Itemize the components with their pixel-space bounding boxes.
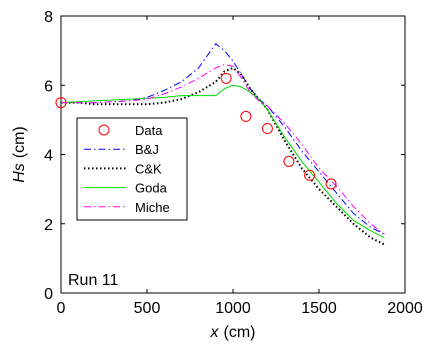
x-tick-label: 0 — [57, 300, 66, 317]
axis-ticks: 0 500 1000 1500 2000 0 2 4 6 8 — [44, 9, 423, 317]
y-axis-unit: (cm) — [11, 126, 28, 158]
legend-label: B&J — [135, 142, 159, 157]
x-axis-var: x — [210, 324, 220, 341]
legend-label: Goda — [135, 181, 168, 196]
series-lines — [60, 42, 385, 246]
data-point — [261, 123, 273, 135]
data-point — [325, 178, 337, 190]
legend-label: C&K — [135, 161, 162, 176]
legend: Data B&J C&K Goda Miche — [76, 117, 188, 221]
x-tick-label: 500 — [134, 300, 161, 317]
legend-box — [76, 117, 188, 221]
series-line-b-j — [61, 42, 385, 235]
y-tick-label: 4 — [44, 148, 53, 165]
data-point — [220, 72, 232, 84]
data-point — [283, 155, 295, 167]
series-line-miche — [61, 63, 385, 235]
legend-swatch — [98, 124, 110, 136]
y-axis-var: Hs — [11, 163, 28, 183]
data-point — [304, 169, 316, 181]
x-tick-label: 2000 — [387, 300, 423, 317]
y-axis-label: Hs (cm) — [11, 126, 28, 183]
y-tick-label: 6 — [44, 78, 53, 95]
x-tick-label: 1500 — [301, 300, 337, 317]
legend-label: Miche — [135, 200, 170, 215]
data-markers — [55, 72, 337, 190]
run-label: Run 11 — [68, 272, 119, 289]
x-axis-label: x (cm) — [210, 324, 256, 341]
x-tick-label: 1000 — [215, 300, 251, 317]
data-point — [55, 97, 67, 109]
y-tick-label: 2 — [44, 217, 53, 234]
y-tick-label: 8 — [44, 9, 53, 26]
y-tick-label: 0 — [44, 286, 53, 303]
plot-area: 0 500 1000 1500 2000 0 2 4 6 8 — [44, 9, 423, 317]
data-point — [240, 110, 252, 122]
x-axis-unit: (cm) — [224, 324, 256, 341]
legend-label: Data — [135, 123, 163, 138]
series-line-goda — [60, 84, 385, 239]
